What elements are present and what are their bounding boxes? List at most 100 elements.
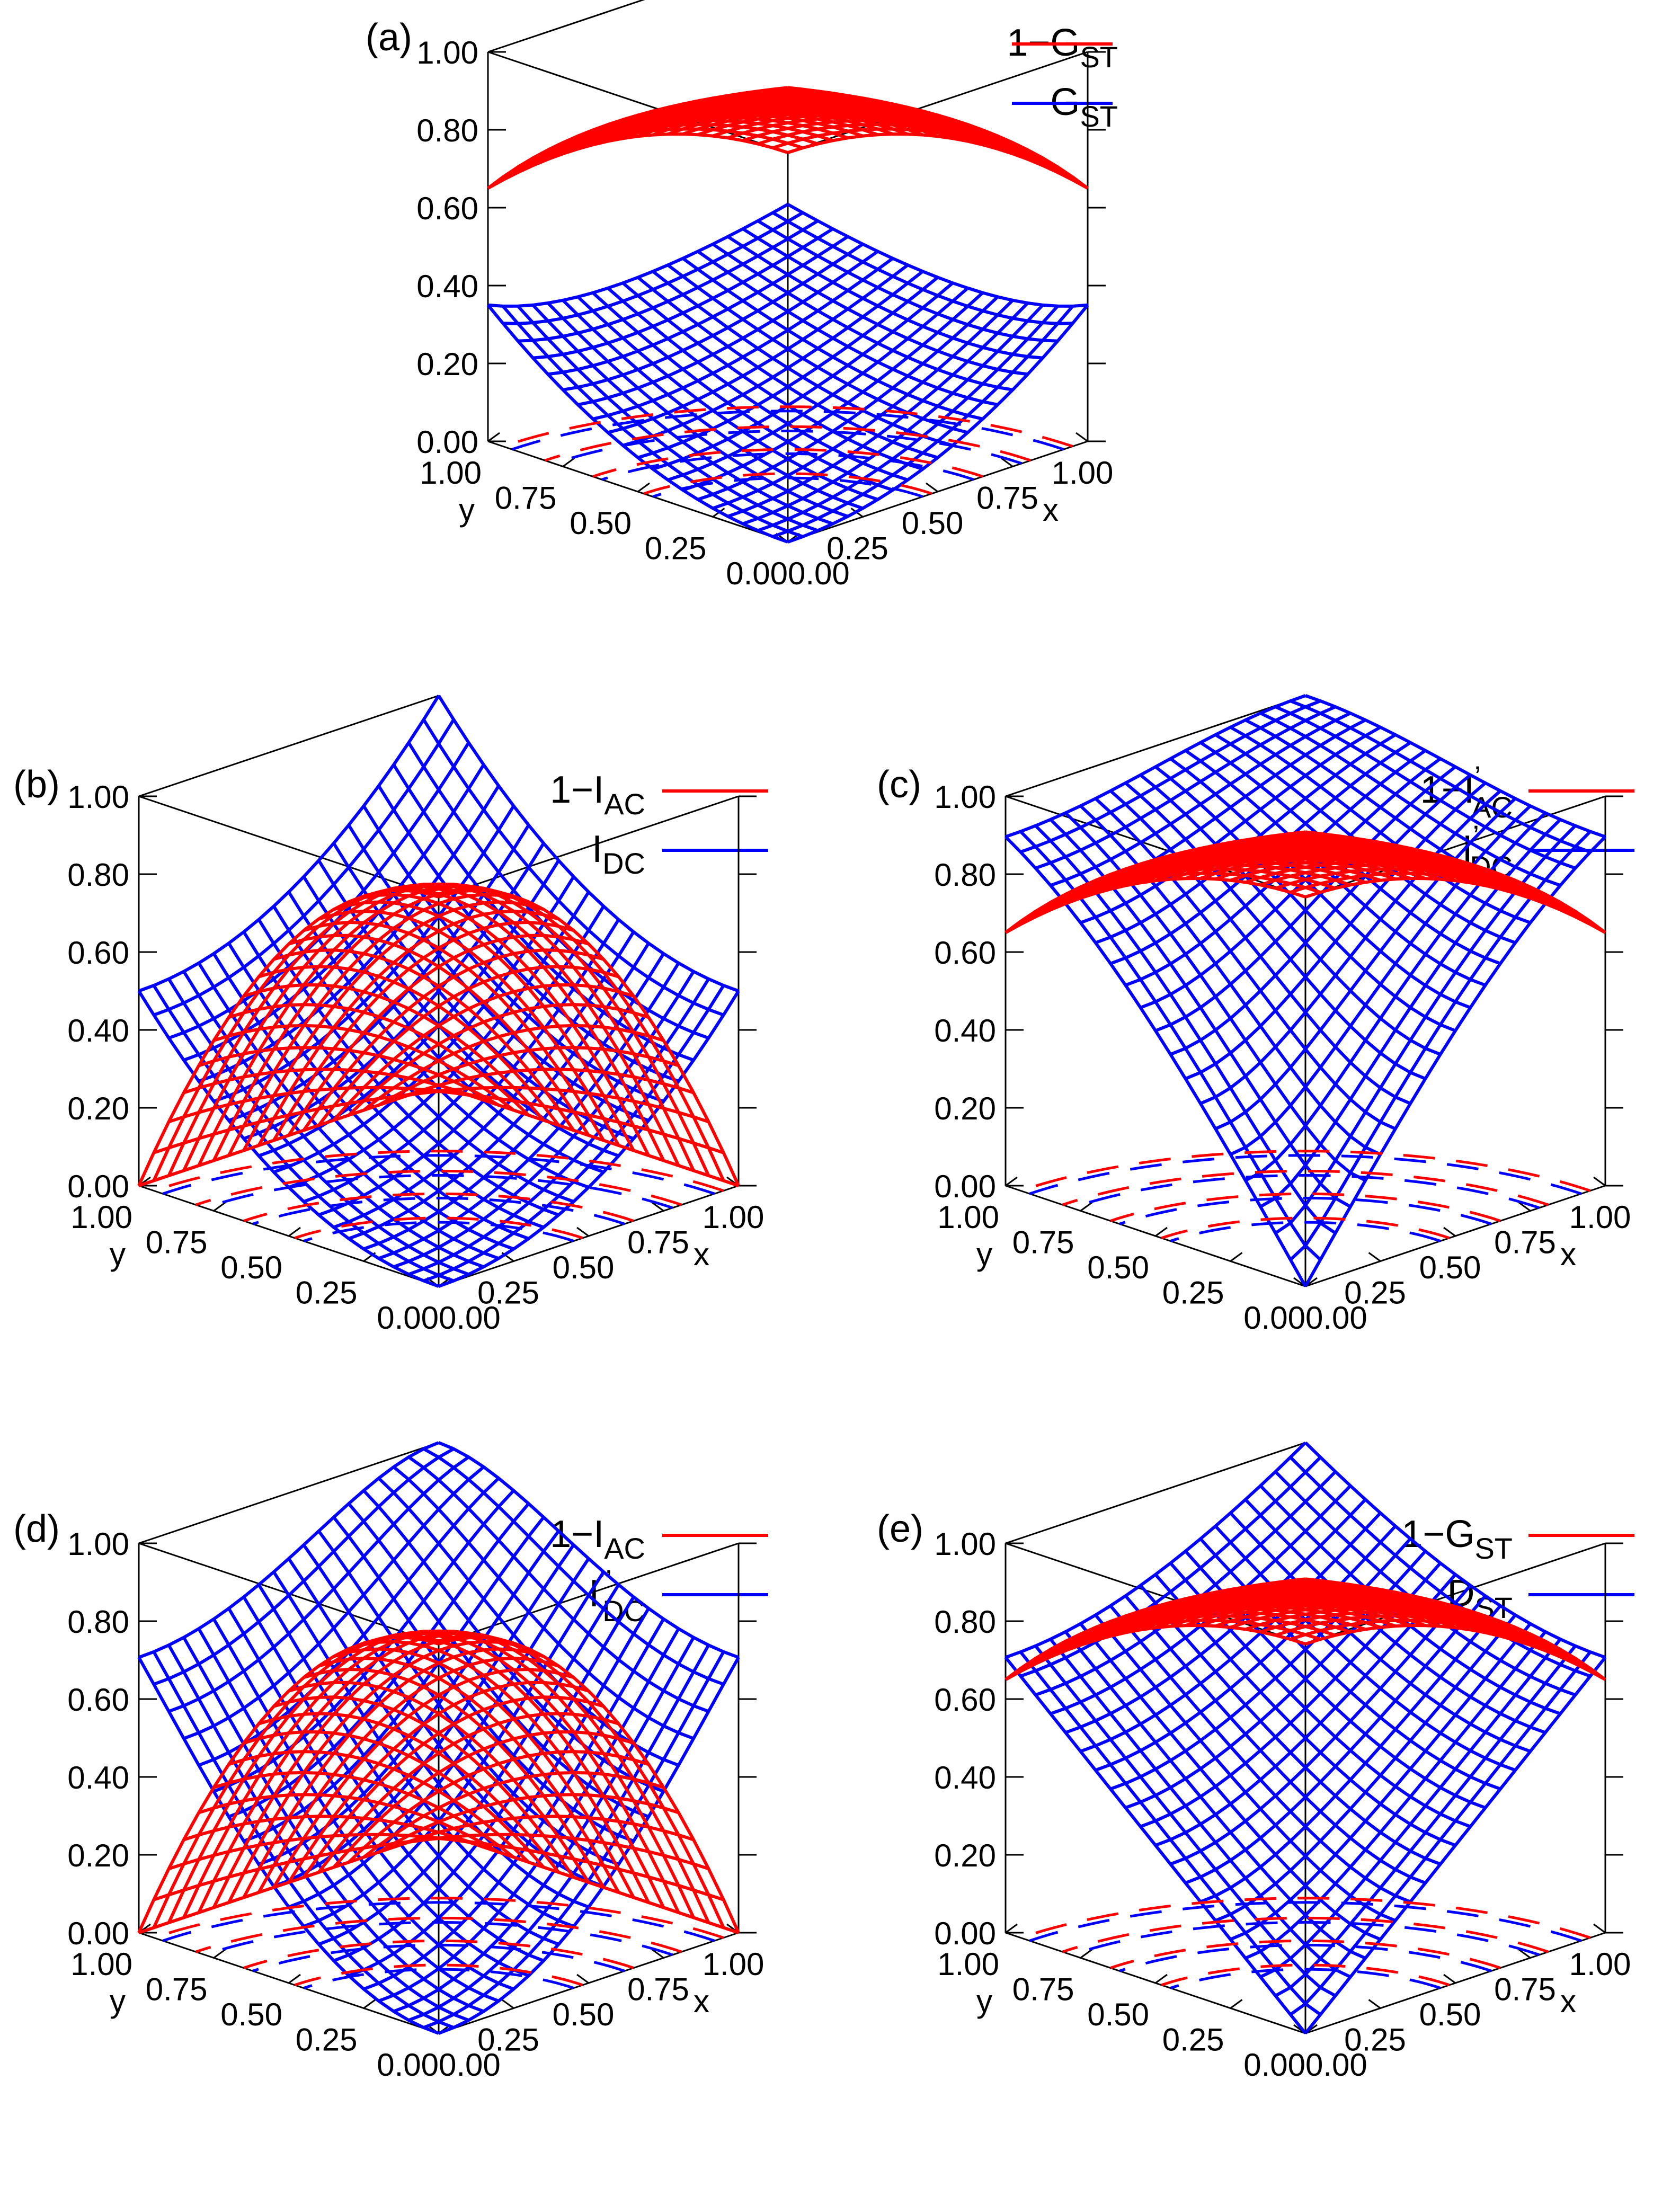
mesh-line — [1005, 830, 1306, 934]
mesh-line — [393, 1465, 695, 1740]
mesh-line — [408, 1086, 709, 1124]
mesh-line — [332, 983, 634, 1122]
mesh-line — [243, 983, 545, 1122]
mesh-line — [213, 1024, 515, 1112]
x-axis-label: x — [1043, 492, 1059, 528]
mesh-line — [243, 1730, 545, 1869]
y-tick — [288, 1226, 301, 1237]
contour-line — [1110, 1192, 1501, 1222]
x-tick-label: 0.75 — [1494, 1225, 1556, 1260]
panel-label: (d) — [13, 1508, 60, 1550]
y-tick — [637, 482, 650, 493]
legend-entry-1-sub: DC — [602, 847, 645, 880]
top-edge-left — [138, 795, 439, 898]
contour-line — [1119, 1196, 1492, 1225]
mesh-line — [772, 87, 1074, 182]
contour-line — [511, 410, 1064, 451]
x-tick-label: 0.75 — [1494, 1972, 1556, 2007]
legend-entry-0-sub: AC — [604, 787, 645, 821]
x-tick-label: 0.75 — [627, 1972, 689, 2007]
mesh-line — [393, 1815, 695, 1849]
mesh-line — [317, 1712, 619, 1873]
z-tick-label: 0.40 — [67, 1760, 129, 1795]
y-tick-label: 0.50 — [220, 1250, 282, 1285]
mesh-line — [168, 1833, 469, 1871]
x-tick-label: 0.00 — [439, 1300, 501, 1336]
y-tick — [363, 1999, 376, 2009]
mesh-line — [1229, 1512, 1531, 1753]
base-contours — [1029, 1154, 1582, 1242]
contour-line — [303, 1221, 574, 1242]
mesh-line — [1020, 699, 1321, 854]
z-tick-label: 0.80 — [67, 857, 129, 893]
z-tick-label: 0.40 — [934, 1013, 996, 1048]
legend-entry-1-label: IDC — [592, 828, 645, 880]
y-axis-label: y — [110, 1237, 126, 1272]
mesh-line — [547, 235, 849, 376]
legend-entry-0-label: 1−GST — [1007, 22, 1118, 74]
z-tick-label: 0.80 — [934, 1604, 996, 1640]
surface-red — [487, 86, 1089, 190]
legend-entry-0-sub: ST — [1080, 40, 1118, 74]
mesh-line — [362, 805, 664, 1103]
contour-line — [1170, 1221, 1441, 1242]
x-tick — [651, 1202, 664, 1212]
z-tick-label: 0.00 — [67, 1916, 129, 1951]
base-contours — [1020, 1150, 1591, 1240]
mesh-line — [228, 1503, 530, 1818]
mesh-line — [423, 1835, 724, 1901]
mesh-line — [1080, 726, 1381, 924]
mesh-line — [378, 1793, 679, 1854]
mesh-line — [682, 291, 984, 492]
mesh-line — [198, 1046, 500, 1107]
z-tick-label: 0.40 — [67, 1013, 129, 1048]
mesh-line — [1304, 694, 1606, 839]
base-contours — [511, 410, 1064, 498]
base-contours — [502, 405, 1073, 495]
x-tick-label: 0.25 — [1344, 1275, 1406, 1311]
mesh-line — [622, 270, 924, 447]
y-tick — [1230, 1999, 1243, 2009]
mesh-line — [423, 1447, 724, 1686]
x-tick — [1075, 432, 1088, 442]
x-tick — [1518, 1949, 1531, 1959]
mesh-line — [757, 219, 1058, 343]
mesh-line — [1154, 1573, 1457, 1847]
mesh-line — [213, 1771, 515, 1859]
z-tick-label: 0.40 — [934, 1760, 996, 1795]
mesh-line — [682, 257, 983, 421]
mesh-line — [138, 695, 440, 993]
mesh-line — [228, 1750, 530, 1864]
contour-line — [162, 1901, 715, 1942]
x-tick — [926, 482, 938, 493]
mesh-line — [362, 1024, 664, 1112]
mesh-line — [1290, 699, 1591, 854]
z-tick-label: 0.20 — [67, 1838, 129, 1873]
x-tick — [1593, 1176, 1606, 1187]
y-tick-label: 0.00 — [377, 2047, 439, 2083]
y-tick — [1005, 1176, 1018, 1187]
contour-line — [1062, 1916, 1549, 1953]
mesh-line — [153, 1447, 455, 1686]
mesh-line — [652, 270, 954, 447]
mesh-line — [637, 276, 939, 459]
mesh-line — [393, 1068, 695, 1102]
mesh-line — [1005, 694, 1306, 839]
x-tick-label: 0.50 — [553, 1250, 615, 1285]
mesh-line — [288, 1558, 590, 1909]
mesh-line — [517, 90, 818, 174]
mesh-line — [1275, 1581, 1577, 1665]
base-contours — [1020, 1897, 1591, 1987]
panel-label: (e) — [877, 1508, 923, 1550]
x-axis-label: x — [1560, 1984, 1576, 2019]
z-tick-label: 0.00 — [416, 424, 478, 460]
mesh-line — [183, 1068, 484, 1102]
mesh-line — [183, 1815, 484, 1849]
z-tick-label: 0.20 — [67, 1091, 129, 1126]
contour-line — [153, 1897, 724, 1939]
mesh-line — [727, 235, 1028, 376]
mesh-line — [183, 763, 485, 1062]
contour-line — [553, 429, 1023, 465]
z-tick-label: 0.40 — [416, 269, 478, 304]
